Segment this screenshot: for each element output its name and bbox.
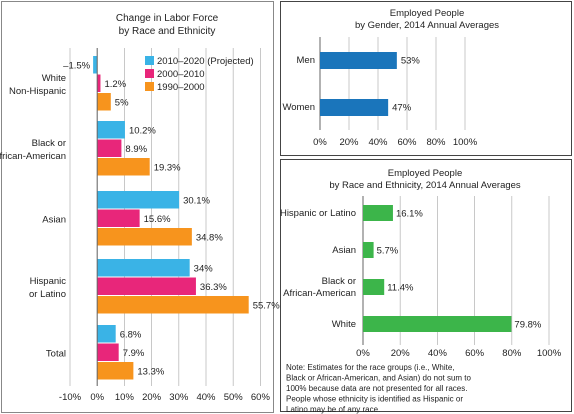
chart1-title: Change in Labor Force by Race and Ethnici… (116, 13, 219, 37)
chart3-x-tick-label: 100% (537, 348, 562, 359)
chart2-data-label: 53% (401, 56, 421, 67)
chart1-data-label: 36.3% (200, 282, 227, 293)
chart1-bar (97, 277, 196, 295)
chart1-bar (97, 296, 249, 314)
chart1-data-label: 30.1% (183, 195, 210, 206)
chart1-data-label: 34% (194, 263, 214, 274)
chart3-title: Employed People by Race and Ethnicity, 20… (329, 168, 521, 191)
chart3-x-tick-label: 80% (502, 348, 522, 359)
chart2-x-tick-label: 40% (368, 137, 388, 148)
chart1-category-label: Black or African-American (0, 138, 66, 162)
chart3-note: Note: Estimates for the race groups (i.e… (286, 363, 472, 414)
chart1-x-tick-label: 50% (224, 392, 244, 403)
chart1-x-tick-label: 40% (196, 392, 216, 403)
chart1-category-label: Hispanic or Latino (29, 276, 66, 300)
chart1-data-label: 34.8% (196, 232, 223, 243)
chart2-frame (280, 1, 572, 156)
chart2-x-tick-label: 20% (339, 137, 359, 148)
chart1-data-label: 6.8% (120, 329, 142, 340)
chart1-bar (97, 259, 190, 277)
chart3-frame (280, 159, 572, 412)
chart3-bar (363, 279, 385, 295)
chart1-legend-label: 2000–2010 (157, 69, 205, 80)
chart1-data-label: 1.2% (104, 79, 126, 90)
chart1-bar (97, 158, 150, 176)
chart3-x-tick-label: 60% (465, 348, 485, 359)
chart1-x-tick-label: 0% (90, 392, 104, 403)
chart3-x-tick-label: 0% (356, 348, 370, 359)
chart1-data-label: 15.6% (144, 214, 171, 225)
chart1-legend-swatch (145, 82, 154, 91)
chart3-category-label: Asian (332, 245, 356, 256)
chart1-bar (97, 325, 116, 343)
chart1-frame (1, 1, 274, 413)
chart1-bar (97, 191, 180, 209)
chart1-data-label: 8.9% (125, 144, 147, 155)
chart1-data-label: 10.2% (129, 125, 156, 136)
chart2-bar (320, 52, 397, 69)
chart1-category-label: White Non-Hispanic (9, 73, 66, 97)
chart2-x-tick-label: 60% (397, 137, 417, 148)
chart1-data-label: 7.9% (123, 348, 145, 359)
chart1-bar (97, 343, 119, 361)
chart2-data-label: 47% (392, 103, 412, 114)
chart1-bar (97, 209, 140, 227)
chart1-bar (97, 121, 125, 139)
chart1-data-label: 5% (115, 97, 129, 108)
chart3-data-label: 79.8% (514, 320, 541, 331)
chart2-bar (320, 99, 389, 116)
chart1-data-label: 55.7% (253, 300, 280, 311)
chart3-category-label: Black or African-American (283, 276, 356, 299)
chart2-x-tick-label: 0% (313, 137, 327, 148)
chart1-bar (97, 139, 122, 157)
chart1-bar (97, 228, 192, 246)
chart1-legend-swatch (145, 69, 154, 78)
chart3-bar (363, 242, 374, 258)
chart3-category-label: White (332, 319, 356, 330)
chart3-bar (363, 316, 512, 332)
chart1-category-label: Total (46, 348, 66, 359)
chart1-legend-swatch (145, 56, 154, 65)
chart1-data-label: 13.3% (137, 366, 164, 377)
chart1-bar (97, 74, 101, 92)
chart1-legend-label: 2010–2020 (Projected) (157, 56, 254, 67)
chart2-x-tick-label: 100% (453, 137, 478, 148)
chart1-legend-label: 1990–2000 (157, 82, 205, 93)
chart1-x-tick-label: 60% (251, 392, 271, 403)
chart2-x-tick-label: 80% (426, 137, 446, 148)
chart2-title: Employed People by Gender, 2014 Annual Av… (355, 8, 499, 31)
chart3-category-label: Hispanic or Latino (280, 208, 356, 219)
chart3-x-tick-label: 20% (391, 348, 411, 359)
chart1-x-tick-label: 10% (115, 392, 135, 403)
chart3-data-label: 5.7% (377, 246, 399, 257)
chart1-category-label: Asian (42, 214, 66, 225)
chart1-data-label: 19.3% (154, 162, 181, 173)
chart1-x-tick-label: 20% (142, 392, 162, 403)
chart1-bar (93, 56, 98, 74)
chart1-bar (97, 93, 111, 111)
chart1-x-tick-label: 30% (169, 392, 189, 403)
chart2-category-label: Men (297, 55, 315, 66)
chart2-category-label: Women (282, 102, 315, 113)
chart3-data-label: 16.1% (396, 209, 423, 220)
chart3-bar (363, 205, 393, 221)
chart1-data-label: –1.5% (63, 60, 90, 71)
chart1-x-tick-label: -10% (59, 392, 82, 403)
chart3-x-tick-label: 40% (428, 348, 448, 359)
chart3-data-label: 11.4% (387, 283, 414, 294)
chart1-bar (97, 362, 134, 380)
